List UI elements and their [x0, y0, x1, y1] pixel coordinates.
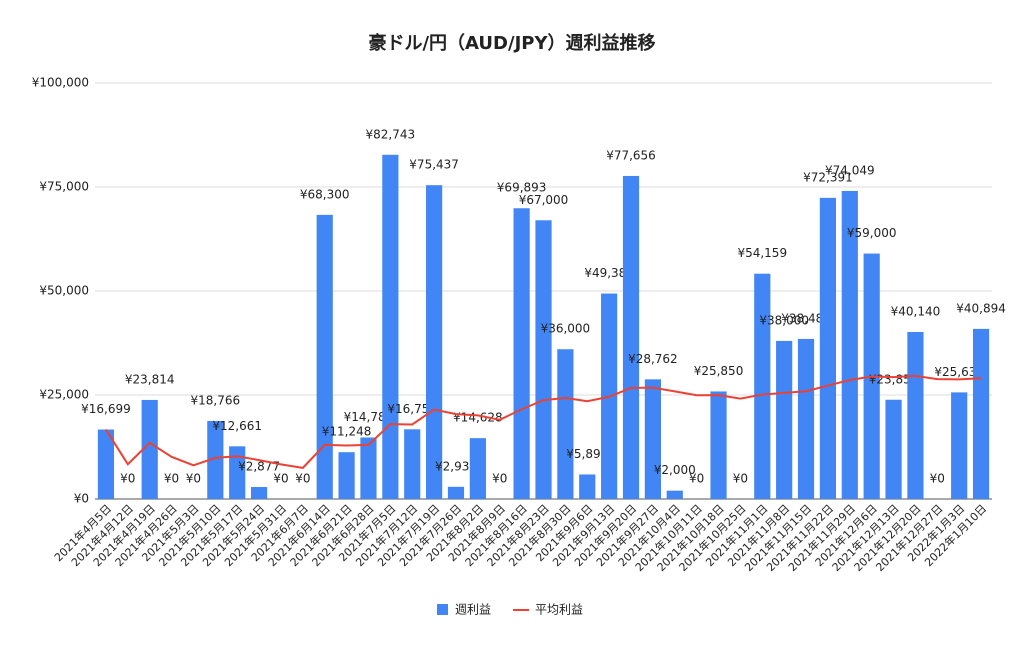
- data-label: ¥0: [689, 472, 704, 486]
- data-label: ¥28,762: [628, 352, 678, 366]
- data-label: ¥12,661: [212, 419, 262, 433]
- data-label: ¥75,437: [409, 158, 459, 172]
- data-label: ¥0: [273, 472, 288, 486]
- bar: [579, 474, 596, 499]
- line: [105, 374, 982, 469]
- data-label: ¥49,387: [584, 266, 634, 280]
- bar: [382, 154, 399, 499]
- bar: [447, 486, 465, 499]
- data-label: ¥68,300: [300, 187, 350, 201]
- bar: [229, 446, 246, 499]
- bar: [644, 379, 661, 499]
- bar: [710, 391, 727, 499]
- data-label: ¥72,391: [803, 170, 853, 184]
- data-label: ¥0: [492, 472, 507, 486]
- data-label: ¥18,766: [191, 393, 241, 407]
- data-label: ¥69,893: [497, 181, 547, 195]
- bar: [404, 429, 421, 499]
- chart-title: 豪ドル/円（AUD/JPY）週利益推移: [368, 32, 655, 54]
- data-label: ¥2,931: [435, 459, 477, 473]
- data-label: ¥77,656: [606, 148, 656, 162]
- bar: [557, 349, 574, 499]
- y-tick-label: ¥25,000: [39, 388, 89, 402]
- legend-swatch: [437, 604, 448, 615]
- data-label: ¥16,699: [81, 402, 131, 416]
- data-label: ¥25,630: [934, 365, 984, 379]
- data-label: ¥67,000: [519, 193, 569, 207]
- data-label: ¥2,000: [654, 463, 696, 477]
- data-label: ¥23,814: [125, 372, 175, 386]
- data-label: ¥11,248: [322, 425, 372, 439]
- y-tick-label: ¥100,000: [32, 76, 89, 90]
- bar: [972, 328, 990, 499]
- legend-label: 平均利益: [535, 603, 583, 617]
- bar: [513, 208, 530, 499]
- bar: [841, 190, 858, 499]
- data-label: ¥54,159: [737, 246, 787, 260]
- data-label: ¥0: [186, 472, 201, 486]
- bar: [754, 273, 771, 499]
- bar: [469, 438, 486, 499]
- data-label: ¥40,140: [891, 305, 941, 319]
- bar: [207, 420, 224, 499]
- data-label: ¥59,000: [847, 226, 897, 240]
- bar: [97, 429, 115, 499]
- bar: [426, 185, 443, 500]
- bar: [141, 399, 158, 499]
- bar: [360, 437, 377, 499]
- bar: [666, 490, 683, 499]
- bar: [819, 197, 837, 499]
- bar: [338, 452, 355, 499]
- data-label: ¥0: [733, 472, 748, 486]
- data-label: ¥25,850: [694, 364, 744, 378]
- bar: [316, 214, 333, 499]
- legend-label: 週利益: [455, 603, 491, 617]
- data-label: ¥40,894: [956, 301, 1006, 315]
- bar: [776, 340, 793, 499]
- bar: [907, 332, 924, 499]
- data-label: ¥16,755: [387, 402, 437, 416]
- y-tick-label: ¥50,000: [39, 284, 89, 298]
- bar: [951, 392, 968, 499]
- data-label: ¥82,743: [366, 127, 416, 141]
- y-tick-label: ¥75,000: [39, 180, 89, 194]
- data-label: ¥0: [930, 472, 945, 486]
- bar: [535, 220, 552, 499]
- bar: [250, 487, 268, 499]
- data-label: ¥74,049: [825, 163, 875, 177]
- y-tick-label: ¥0: [74, 492, 89, 506]
- data-label: ¥14,628: [453, 411, 503, 425]
- data-label: ¥38,000: [759, 313, 809, 327]
- data-label: ¥0: [120, 472, 135, 486]
- bar: [885, 399, 902, 499]
- data-label: ¥38,483: [781, 311, 831, 325]
- bar: [797, 338, 815, 499]
- bar: [622, 175, 640, 499]
- data-label: ¥0: [164, 472, 179, 486]
- data-label: ¥14,781: [344, 410, 394, 424]
- data-label: ¥0: [295, 472, 310, 486]
- data-label: ¥36,000: [541, 322, 591, 336]
- data-label: ¥5,898: [566, 447, 608, 461]
